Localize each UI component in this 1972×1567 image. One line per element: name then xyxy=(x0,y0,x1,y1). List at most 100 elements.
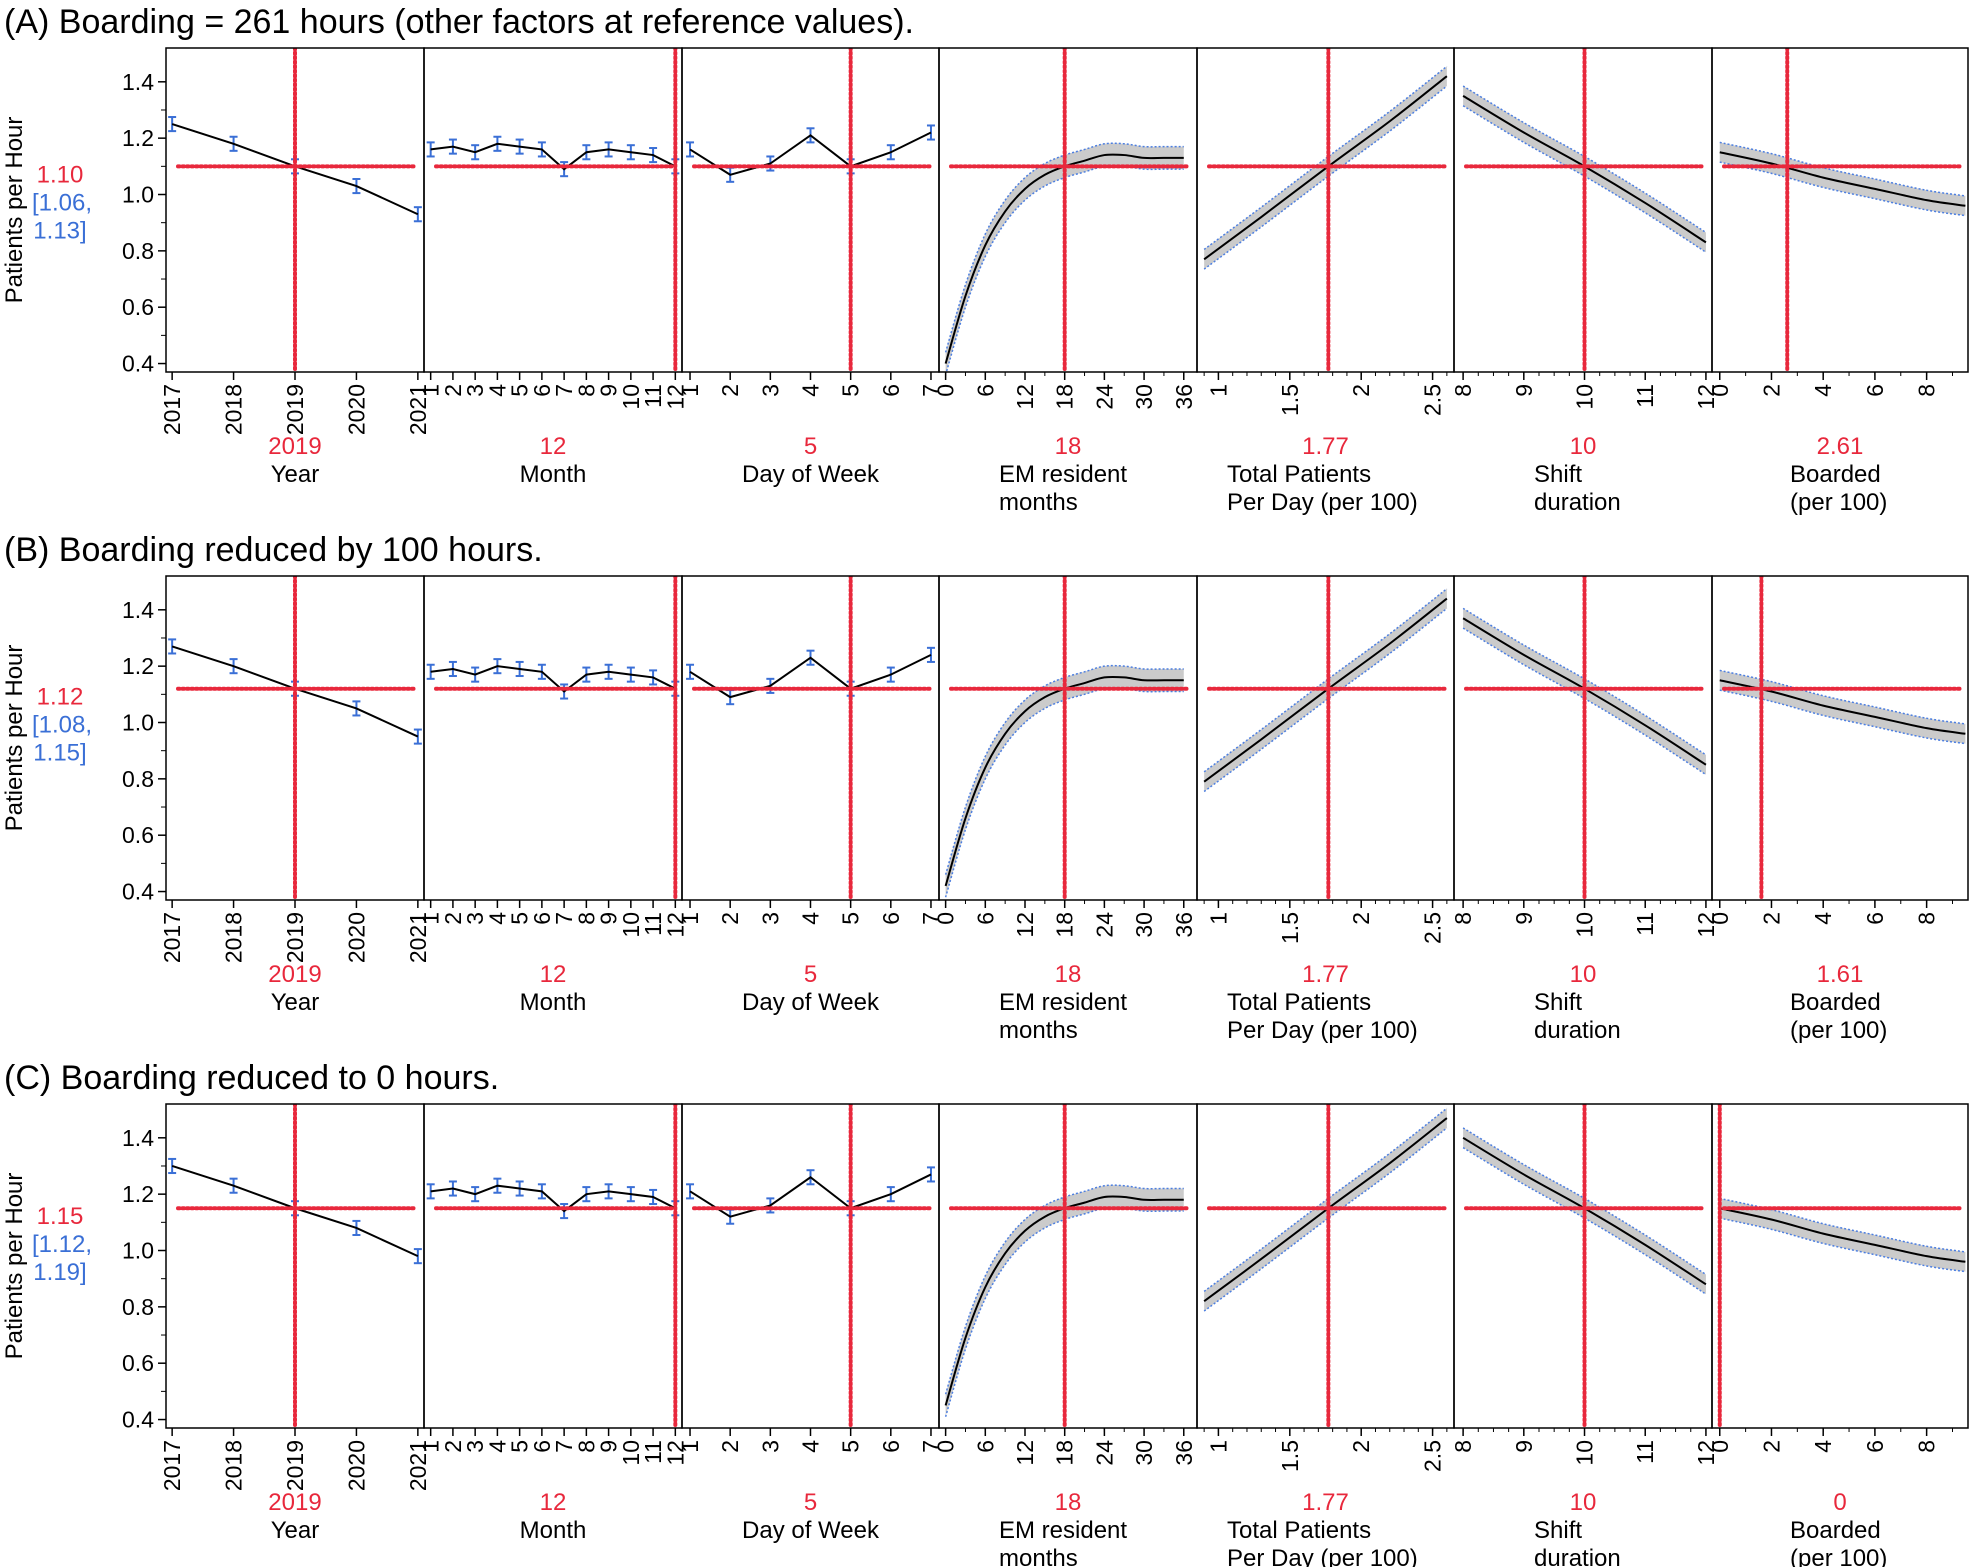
x-tick-label: 8 xyxy=(573,1440,599,1453)
reference-value: 2019 xyxy=(268,433,321,460)
x-tick-label: 6 xyxy=(878,384,904,397)
x-tick-label: 1 xyxy=(677,912,703,925)
factor-label: Month xyxy=(520,461,587,488)
x-tick-label: 5 xyxy=(507,1440,533,1453)
x-tick-label: 3 xyxy=(757,384,783,397)
facet-plot-area xyxy=(944,48,1191,372)
factor-label: Day of Week xyxy=(742,1517,880,1544)
x-tick-label: 9 xyxy=(1511,912,1537,925)
x-tick-label: 4 xyxy=(484,1440,510,1453)
y-tick-label: 0.6 xyxy=(122,822,154,848)
x-tick-label: 24 xyxy=(1091,1440,1117,1466)
x-tick-label: 18 xyxy=(1052,1440,1078,1466)
x-tick-label: 6 xyxy=(529,384,555,397)
factor-label: Shift xyxy=(1534,989,1582,1016)
x-tick-label: 6 xyxy=(529,1440,555,1453)
y-tick-label: 0.6 xyxy=(122,294,154,320)
x-tick-label: 10 xyxy=(618,384,644,410)
x-tick-label: 10 xyxy=(1572,1440,1598,1466)
x-tick-label: 4 xyxy=(484,912,510,925)
x-tick-label: 5 xyxy=(838,912,864,925)
x-tick-label: 24 xyxy=(1091,384,1117,410)
facet-plot-area xyxy=(426,576,680,900)
facet-plot-area xyxy=(1717,1104,1966,1428)
x-tick-label: 11 xyxy=(1632,1440,1658,1464)
reference-value: 2.61 xyxy=(1817,433,1864,460)
prediction-curve xyxy=(1719,151,1966,207)
x-tick-label: 2 xyxy=(717,384,743,397)
y-tick-label: 0.4 xyxy=(122,351,154,377)
x-tick-label: 8 xyxy=(1450,1440,1476,1453)
x-tick-label: 4 xyxy=(1810,912,1836,925)
x-tick-label: 30 xyxy=(1131,1440,1157,1466)
x-tick-label: 1 xyxy=(418,1440,444,1453)
reference-value: 10 xyxy=(1570,1489,1597,1516)
x-tick-label: 9 xyxy=(1511,384,1537,397)
x-tick-label: 11 xyxy=(640,384,666,408)
reference-value: 18 xyxy=(1055,433,1082,460)
x-tick-label: 2019 xyxy=(282,384,308,435)
x-tick-label: 2 xyxy=(440,1440,466,1453)
x-tick-label: 2020 xyxy=(343,384,369,435)
x-tick-label: 4 xyxy=(484,384,510,397)
x-tick-label: 18 xyxy=(1052,912,1078,938)
confidence-band xyxy=(945,665,1184,898)
facet-plot-area xyxy=(1719,576,1966,900)
x-tick-label: 7 xyxy=(551,384,577,397)
x-tick-label: 11 xyxy=(640,1440,666,1464)
x-tick-label: 12 xyxy=(662,1440,688,1466)
x-tick-label: 9 xyxy=(1511,1440,1537,1453)
x-tick-label: 4 xyxy=(1810,1440,1836,1453)
x-tick-label: 7 xyxy=(918,912,944,925)
factor-label: duration xyxy=(1534,489,1621,516)
factor-label: EM resident xyxy=(999,461,1127,488)
factor-label: Boarded xyxy=(1790,1517,1881,1544)
ci-lower: [1.12, xyxy=(32,1231,92,1258)
reference-value: 12 xyxy=(540,961,567,988)
factor-label: months xyxy=(999,1017,1078,1044)
factor-label: Per Day (per 100) xyxy=(1227,489,1418,516)
x-tick-label: 1 xyxy=(677,1440,703,1453)
x-tick-label: 12 xyxy=(1693,1440,1719,1466)
x-tick-label: 12 xyxy=(662,912,688,938)
x-tick-label: 4 xyxy=(798,384,824,397)
reference-value: 1.61 xyxy=(1817,961,1864,988)
factor-label: EM resident xyxy=(999,1517,1127,1544)
prediction-line xyxy=(430,1184,676,1213)
x-tick-label: 2019 xyxy=(282,912,308,963)
confidence-band xyxy=(945,1185,1184,1417)
facet-plot-area xyxy=(1203,576,1448,900)
x-tick-label: 2021 xyxy=(405,384,431,435)
x-tick-label: 1 xyxy=(1205,912,1231,925)
reference-value: 10 xyxy=(1570,433,1597,460)
reference-value: 5 xyxy=(804,433,817,460)
x-tick-label: 36 xyxy=(1171,912,1197,938)
ci-lower: [1.08, xyxy=(32,712,92,739)
x-tick-label: 11 xyxy=(1632,384,1658,408)
facet-border xyxy=(423,47,683,373)
x-tick-label: 5 xyxy=(507,384,533,397)
x-tick-label: 2021 xyxy=(405,912,431,963)
y-tick-label: 1.0 xyxy=(122,710,154,736)
reference-value: 10 xyxy=(1570,961,1597,988)
x-tick-label: 12 xyxy=(1693,912,1719,938)
prediction-curve xyxy=(1719,1207,1966,1263)
factor-label: Day of Week xyxy=(742,461,880,488)
factor-label: months xyxy=(999,489,1078,516)
x-tick-label: 2 xyxy=(440,912,466,925)
prediction-value: 1.12 xyxy=(37,684,84,711)
x-tick-label: 2021 xyxy=(405,1440,431,1491)
x-tick-label: 0 xyxy=(1707,384,1733,397)
facet-border xyxy=(423,1103,683,1429)
facet-plot-area xyxy=(1462,48,1707,372)
ci-upper: 1.13] xyxy=(33,217,86,244)
band-lower-edge xyxy=(1203,1127,1448,1312)
x-tick-label: 9 xyxy=(596,912,622,925)
facet-plot-area xyxy=(168,576,422,900)
